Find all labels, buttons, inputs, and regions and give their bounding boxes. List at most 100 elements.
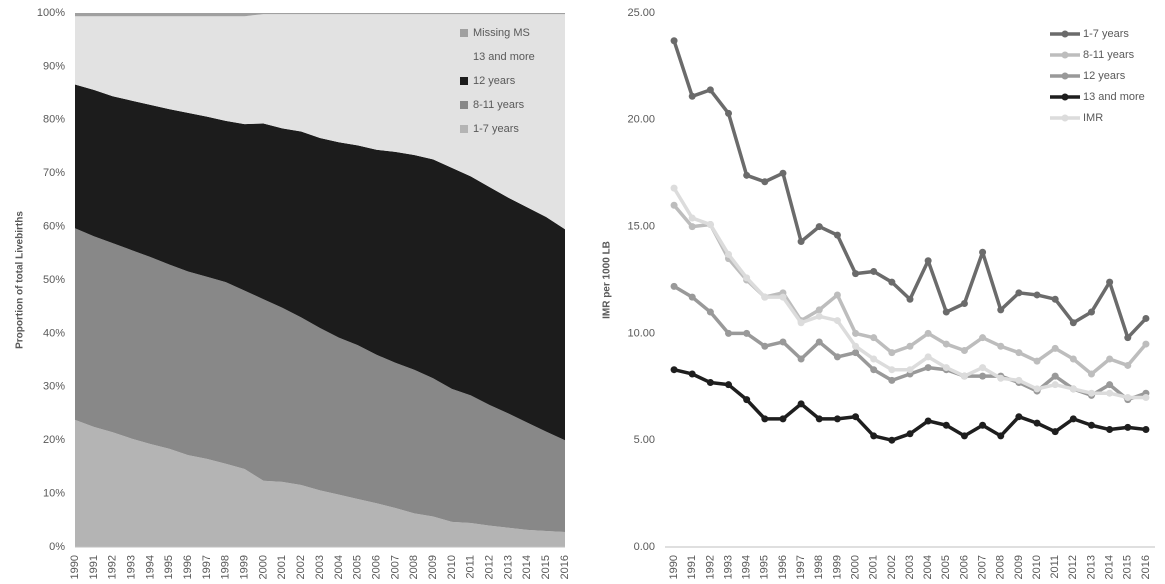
legend-swatch xyxy=(1061,51,1069,59)
y-tick-label: 5.00 xyxy=(634,434,655,446)
area xyxy=(75,419,565,547)
x-tick-label: 1992 xyxy=(704,555,716,579)
marker xyxy=(688,293,696,301)
x-tick-label: 2012 xyxy=(1067,555,1079,579)
x-tick-label: 2007 xyxy=(976,555,988,579)
marker xyxy=(924,329,932,337)
marker xyxy=(1015,349,1023,357)
marker xyxy=(815,415,823,423)
marker xyxy=(1124,393,1132,401)
marker xyxy=(797,238,805,246)
marker xyxy=(979,421,987,429)
marker xyxy=(870,366,878,374)
x-tick-label: 1993 xyxy=(722,555,734,579)
y-tick-label: 20% xyxy=(43,434,65,446)
marker xyxy=(979,372,987,380)
marker xyxy=(1106,389,1114,397)
marker xyxy=(1106,426,1114,434)
y-tick-label: 50% xyxy=(43,274,65,286)
legend-swatch xyxy=(460,125,468,133)
legend-swatch xyxy=(1061,72,1069,80)
x-tick-label: 2009 xyxy=(427,555,439,579)
x-tick-label: 1995 xyxy=(759,555,771,579)
legend-label: 8-11 years xyxy=(1083,49,1135,61)
marker xyxy=(815,223,823,231)
x-tick-label: 2003 xyxy=(904,555,916,579)
marker xyxy=(1069,355,1077,363)
marker xyxy=(1087,421,1095,429)
line xyxy=(672,40,1148,340)
marker xyxy=(1142,426,1150,434)
marker xyxy=(1142,314,1150,322)
x-tick-label: 1998 xyxy=(220,555,232,579)
x-tick-label: 2014 xyxy=(521,555,533,579)
x-tick-label: 2010 xyxy=(1031,555,1043,579)
x-tick-label: 2004 xyxy=(333,555,345,579)
marker xyxy=(852,270,860,278)
x-tick-label: 2004 xyxy=(922,555,934,579)
area xyxy=(75,228,565,533)
x-tick-label: 2003 xyxy=(314,555,326,579)
x-tick-label: 1997 xyxy=(201,555,213,579)
marker xyxy=(1087,389,1095,397)
y-tick-label: 100% xyxy=(37,7,65,19)
area xyxy=(75,14,565,230)
marker xyxy=(1033,357,1041,365)
x-tick-label: 2013 xyxy=(502,555,514,579)
x-tick-label: 2001 xyxy=(868,555,880,579)
marker xyxy=(870,267,878,275)
marker xyxy=(743,396,751,404)
x-tick-label: 2005 xyxy=(352,555,364,579)
marker xyxy=(997,306,1005,314)
area xyxy=(75,13,565,17)
y-tick-label: 20.00 xyxy=(627,114,655,126)
marker xyxy=(725,381,733,389)
marker xyxy=(688,370,696,378)
x-tick-label: 1995 xyxy=(163,555,175,579)
marker xyxy=(979,334,987,342)
marker xyxy=(833,291,841,299)
marker xyxy=(1033,291,1041,299)
marker xyxy=(725,250,733,258)
marker xyxy=(906,430,914,438)
marker xyxy=(960,299,968,307)
marker xyxy=(1142,340,1150,348)
line xyxy=(672,187,1146,400)
marker xyxy=(852,349,860,357)
legend-label: Missing MS xyxy=(473,27,530,39)
marker xyxy=(960,372,968,380)
marker xyxy=(870,355,878,363)
marker xyxy=(833,231,841,239)
marker xyxy=(833,317,841,325)
marker xyxy=(960,346,968,354)
marker xyxy=(924,257,932,265)
marker xyxy=(688,214,696,222)
legend-swatch xyxy=(460,53,468,61)
legend-label: 1-7 years xyxy=(1083,28,1129,40)
marker xyxy=(997,342,1005,350)
x-tick-label: 1998 xyxy=(813,555,825,579)
marker xyxy=(1087,370,1095,378)
marker xyxy=(670,37,678,45)
marker xyxy=(815,312,823,320)
marker xyxy=(906,342,914,350)
x-tick-label: 1993 xyxy=(125,555,137,579)
x-tick-label: 1994 xyxy=(144,555,156,579)
area xyxy=(75,84,565,441)
marker xyxy=(997,374,1005,382)
line xyxy=(673,368,1147,442)
marker xyxy=(924,353,932,361)
y-tick-label: 10.00 xyxy=(627,327,655,339)
x-tick-label: 1997 xyxy=(795,555,807,579)
legend-swatch xyxy=(1061,114,1069,122)
y-tick-label: 80% xyxy=(43,114,65,126)
marker xyxy=(1015,376,1023,384)
marker xyxy=(888,366,896,374)
marker xyxy=(743,274,751,282)
legend-label: 13 and more xyxy=(473,51,535,63)
legend-swatch xyxy=(460,29,468,37)
x-tick-label: 2005 xyxy=(940,555,952,579)
y-tick-label: 30% xyxy=(43,381,65,393)
x-tick-label: 2008 xyxy=(408,555,420,579)
marker xyxy=(942,340,950,348)
